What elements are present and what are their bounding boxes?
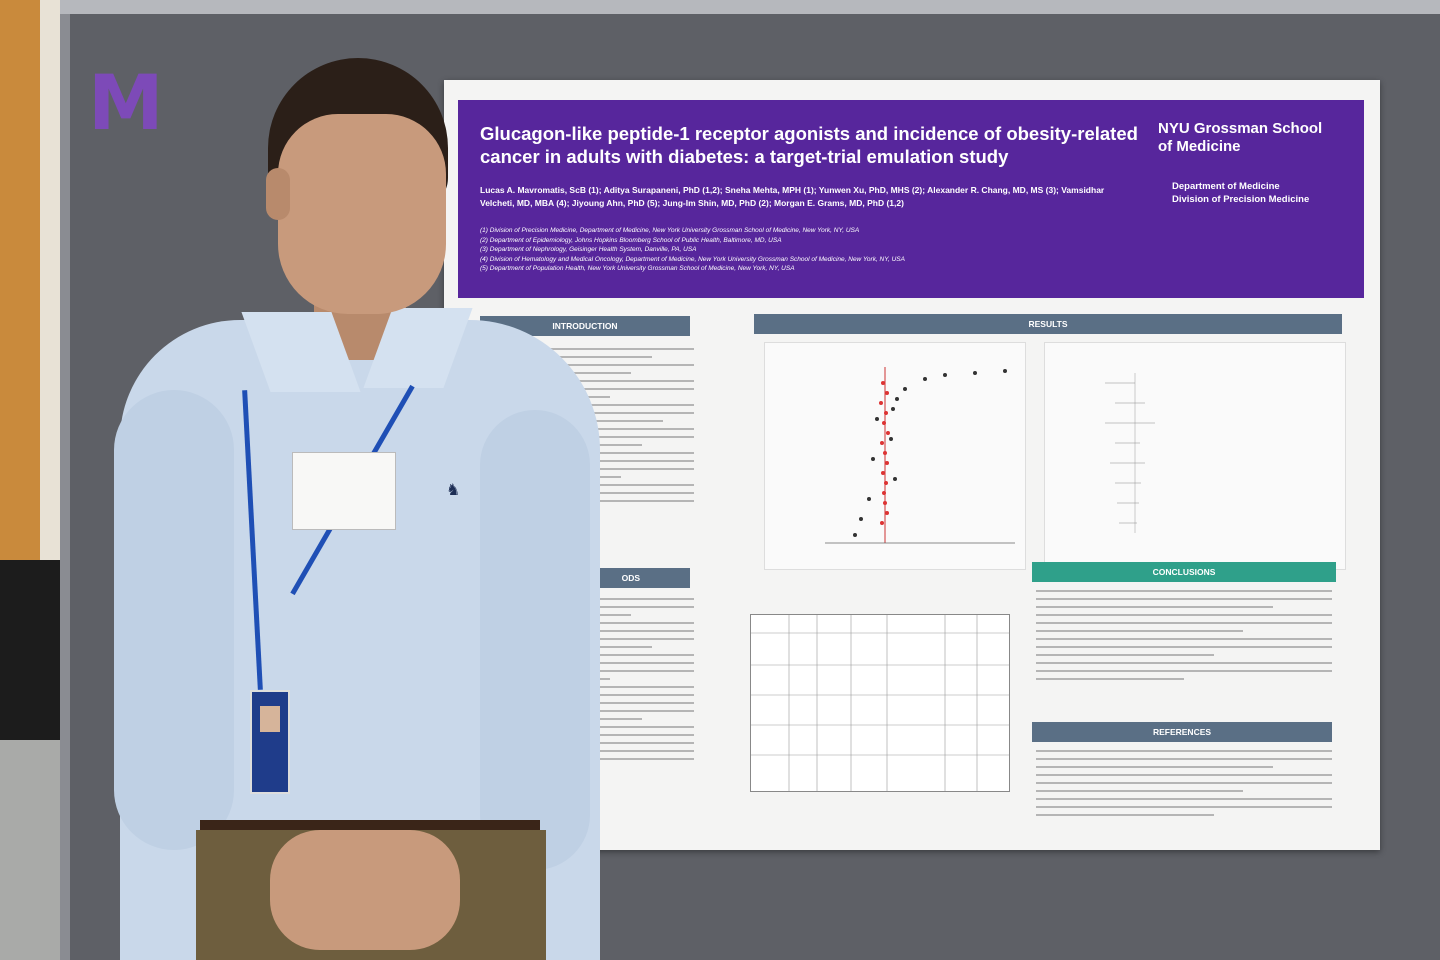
badge-photo [260,706,280,732]
hazard-ratio-plot-graphic [1105,373,1155,533]
conclusions-header: CONCLUSIONS [1032,562,1336,582]
results-table [750,614,1010,792]
affiliation-1: (1) Division of Precision Medicine, Depa… [480,227,860,234]
board-frame-top [60,0,1440,18]
affiliation-5: (5) Department of Population Health, New… [480,265,795,272]
shirt-logo-icon: ♞ [446,482,461,499]
results-table-grid [751,615,1009,791]
presenter: ♞ [100,50,600,960]
poster-title: Glucagon-like peptide-1 receptor agonist… [480,123,1138,167]
affiliation-3: (3) Department of Nephrology, Geisinger … [480,246,697,253]
face [278,114,446,314]
name-tag [292,452,396,530]
side-table [0,560,62,760]
results-header: RESULTS [754,314,1342,334]
references-text [1036,750,1332,822]
figure-1-forest-plot [764,342,1026,570]
forest-plot-graphic [825,367,1015,544]
institution-department: Department of Medicine Division of Preci… [1172,180,1309,206]
ear [266,168,290,220]
floor [0,740,60,960]
affiliation-4: (4) Division of Hematology and Medical O… [480,255,905,263]
poster-header: Glucagon-like peptide-1 receptor agonist… [458,100,1364,298]
introduction-header: INTRODUCTION [480,316,690,336]
clasped-hands [270,830,460,950]
poster-authors: Lucas A. Mavromatis, ScB (1); Aditya Sur… [480,185,1105,208]
references-header: REFERENCES [1032,722,1332,742]
research-poster: Glucagon-like peptide-1 receptor agonist… [444,80,1380,850]
poster-affiliations: (1) Division of Precision Medicine, Depa… [480,226,1120,274]
institution-logo: NYU Grossman School of Medicine [1158,120,1323,155]
figure-2-forest-plot [1044,342,1346,570]
id-badge [250,690,290,794]
m-logo: M [88,58,164,147]
conclusions-text [1036,590,1332,686]
department-label: Department of Medicine [1172,181,1280,192]
division-label: Division of Precision Medicine [1172,194,1310,205]
right-arm [480,410,590,870]
affiliation-2: (2) Department of Epidemiology, Johns Ho… [480,236,782,244]
left-arm [114,390,234,850]
